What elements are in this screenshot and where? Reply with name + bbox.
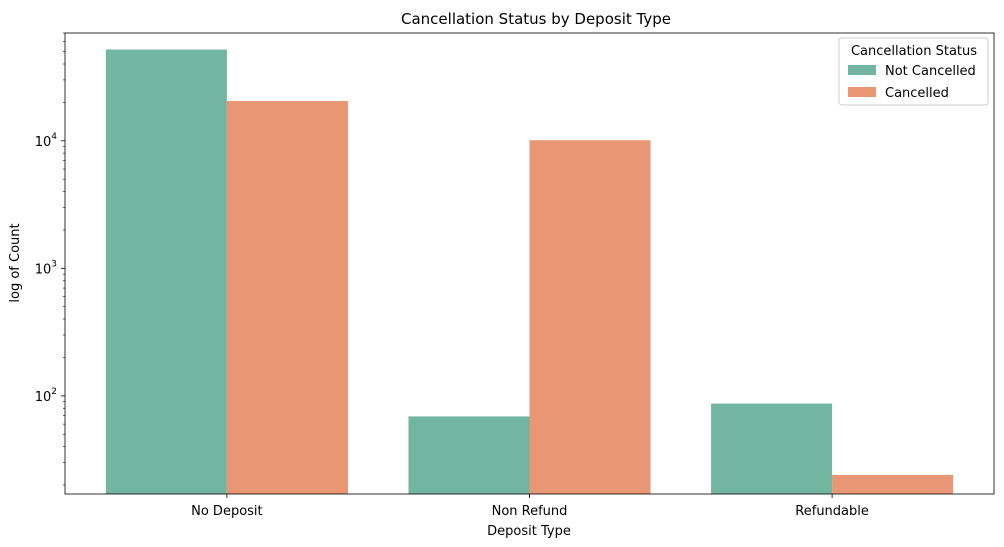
x-tick-label: No Deposit — [191, 504, 263, 519]
legend: Cancellation Status Not Cancelled Cancel… — [838, 37, 989, 106]
chart-title: Cancellation Status by Deposit Type — [401, 10, 671, 28]
x-tick-label: Non Refund — [492, 504, 568, 519]
bar-no-deposit-cancelled — [226, 101, 348, 495]
legend-label-cancelled: Cancelled — [885, 86, 949, 101]
legend-box — [838, 37, 989, 106]
x-axis-title: Deposit Type — [487, 524, 571, 539]
y-axis-ticks: 102 103 104 — [35, 32, 65, 486]
bar-refundable-not-cancelled — [711, 403, 833, 494]
legend-label-not-cancelled: Not Cancelled — [885, 64, 976, 79]
legend-swatch-not-cancelled — [848, 65, 876, 75]
plot-frame — [64, 32, 995, 495]
legend-title: Cancellation Status — [851, 44, 977, 59]
x-tick-label: Refundable — [795, 504, 869, 519]
bar-refundable-cancelled — [832, 474, 954, 494]
x-axis-ticks: No Deposit Non Refund Refundable — [191, 494, 869, 519]
bars-group — [105, 49, 954, 495]
y-axis-title: log of Count — [8, 223, 23, 302]
bar-non-refund-cancelled — [529, 140, 651, 495]
legend-swatch-cancelled — [848, 87, 876, 97]
y-tick-label: 102 — [35, 387, 57, 405]
bar-non-refund-not-cancelled — [408, 416, 530, 494]
y-tick-label: 103 — [35, 259, 57, 277]
bar-no-deposit-not-cancelled — [105, 49, 227, 495]
y-tick-label: 104 — [35, 132, 58, 150]
